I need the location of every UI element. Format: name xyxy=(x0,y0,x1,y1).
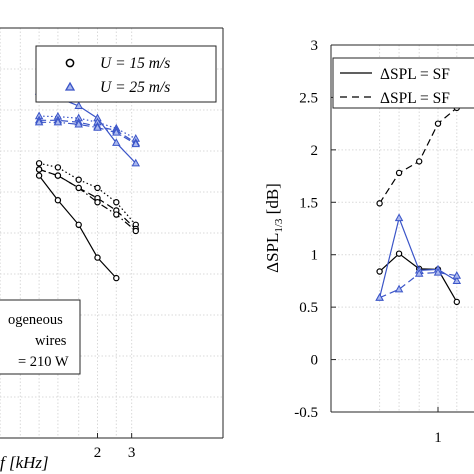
right-legend: ΔSPL = SF ΔSPL = SF xyxy=(332,57,474,109)
left-legend-label-2: U = 25 m/s xyxy=(100,79,170,96)
right-x-tick-label: 1 xyxy=(434,430,442,446)
right-y-tick-label: 3 xyxy=(311,38,319,54)
left-series-line-2 xyxy=(38,162,137,226)
right-y-tick-label: 0.5 xyxy=(299,300,318,316)
right-data-point xyxy=(395,169,403,177)
left-data-point xyxy=(113,199,120,206)
annotation-line-1: ogeneous xyxy=(8,312,63,328)
left-series-line-8 xyxy=(39,121,137,145)
right-data-point xyxy=(375,293,384,301)
right-series-line-3 xyxy=(379,215,458,298)
left-legend-box xyxy=(35,45,217,103)
left-data-point xyxy=(54,172,62,179)
right-data-point xyxy=(394,284,404,293)
right-x-ticks: 1 xyxy=(434,407,442,446)
left-data-point xyxy=(75,176,82,183)
left-data-point xyxy=(93,122,102,131)
left-data-point xyxy=(75,221,82,228)
left-series-line-6 xyxy=(39,115,137,140)
annotation-line-3: = 210 W xyxy=(18,354,69,370)
left-data-point xyxy=(132,227,139,235)
left-data-point xyxy=(74,119,83,128)
right-data-point xyxy=(415,158,423,165)
left-x-axis-label: f [kHz] xyxy=(0,453,49,472)
left-data-point xyxy=(131,139,141,148)
left-data-point xyxy=(35,172,43,179)
right-y-tick-label: -0.5 xyxy=(294,405,318,421)
left-data-point xyxy=(75,184,82,192)
left-data-point xyxy=(74,101,83,109)
left-series-line-3 xyxy=(38,168,137,230)
right-series-line-2 xyxy=(379,107,458,204)
left-legend: U = 15 m/s U = 25 m/s xyxy=(35,45,217,103)
right-data-point xyxy=(394,213,404,222)
right-chart-panel: -0.5 0 0.5 1 1.5 2 2.5 3 1 ΔSPL = SF ΔSPL = SF … xyxy=(263,38,474,446)
right-y-tick-label: 1.5 xyxy=(299,195,318,211)
left-data-point xyxy=(113,274,120,282)
left-data-point xyxy=(35,160,43,167)
right-axes-frame xyxy=(330,44,474,413)
right-y-tick-label: 1 xyxy=(311,248,319,264)
right-data-point xyxy=(452,271,462,279)
right-legend-label-1: ΔSPL = SF xyxy=(380,66,450,83)
left-data-point xyxy=(113,211,120,218)
left-legend-label-1: U = 15 m/s xyxy=(100,55,170,72)
left-data-point xyxy=(94,254,101,261)
right-legend-box xyxy=(332,57,474,109)
right-data-point xyxy=(376,268,383,275)
right-legend-label-2: ΔSPL = SF xyxy=(380,90,450,107)
right-data-point xyxy=(452,276,462,285)
left-x-tick-label: 2 xyxy=(94,445,102,461)
left-data-point xyxy=(35,166,43,173)
left-annotation-box: ogeneous wires = 210 W xyxy=(0,299,81,375)
left-x-tick-label: 3 xyxy=(128,445,136,461)
left-data-point xyxy=(94,184,101,192)
right-grid xyxy=(331,44,474,413)
right-y-tick-label: 0 xyxy=(311,353,319,369)
annotation-line-2: wires xyxy=(35,333,67,349)
left-series-group xyxy=(34,86,141,282)
legend-circle-marker-icon xyxy=(65,58,75,68)
right-y-tick-label: 2 xyxy=(311,143,319,159)
right-data-point xyxy=(433,267,443,276)
legend-triangle-marker-icon xyxy=(64,81,76,91)
left-data-point xyxy=(54,164,62,171)
right-data-point xyxy=(395,250,403,257)
left-data-point xyxy=(54,196,62,204)
left-data-point xyxy=(94,199,101,206)
right-series-line-1 xyxy=(379,252,458,303)
right-y-axis-label: ΔSPL1/3 [dB] xyxy=(263,183,285,273)
left-data-point xyxy=(34,117,44,126)
right-series-group xyxy=(375,104,462,306)
right-y-tick-label: 2.5 xyxy=(299,90,318,106)
right-data-point xyxy=(376,200,383,207)
right-data-point xyxy=(414,268,424,277)
left-data-point xyxy=(112,127,121,136)
left-series-line-4 xyxy=(38,168,137,232)
left-axes-frame xyxy=(0,27,224,439)
left-data-point xyxy=(131,158,141,167)
annotation-frame xyxy=(0,299,81,375)
right-data-point xyxy=(434,120,442,127)
right-y-ticks: -0.5 0 0.5 1 1.5 2 2.5 3 xyxy=(294,38,336,421)
left-data-point xyxy=(112,138,121,146)
right-data-point xyxy=(453,298,461,306)
left-data-point xyxy=(53,117,63,126)
